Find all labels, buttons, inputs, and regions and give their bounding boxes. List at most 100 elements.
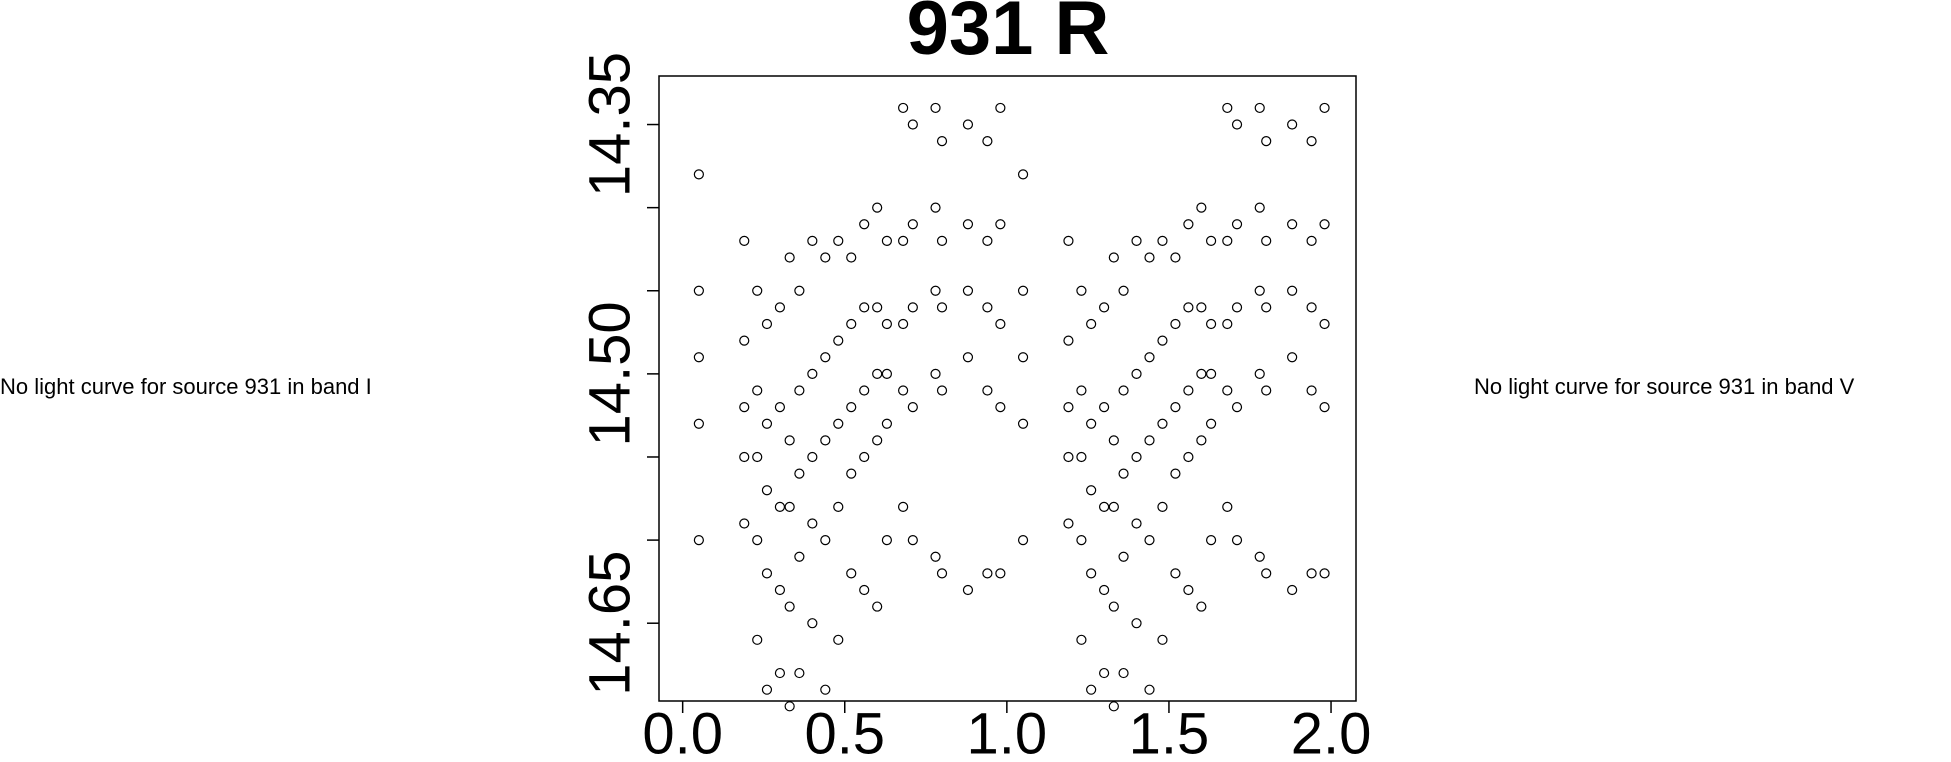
point: [1196, 368, 1207, 379]
point: [1231, 119, 1243, 130]
point: [774, 584, 786, 596]
point: [807, 368, 818, 379]
point: [1170, 318, 1181, 330]
point: [784, 435, 795, 446]
point: [1157, 501, 1168, 512]
point: [1170, 402, 1181, 413]
point: [962, 285, 974, 296]
point: [1183, 302, 1194, 313]
point: [833, 634, 844, 645]
point: [930, 202, 941, 213]
point: [859, 302, 870, 313]
point: [1306, 568, 1317, 579]
point: [1319, 102, 1330, 114]
point: [820, 252, 831, 263]
point: [930, 551, 941, 562]
point: [1205, 235, 1217, 246]
point: [1076, 634, 1087, 645]
point: [872, 302, 883, 313]
point: [1196, 302, 1207, 313]
point: [761, 568, 773, 579]
point: [930, 368, 941, 379]
point: [1131, 518, 1142, 529]
point: [1144, 684, 1155, 695]
point: [1099, 667, 1110, 679]
point: [1261, 136, 1272, 147]
point: [907, 219, 918, 230]
point: [1222, 501, 1233, 512]
x-tick-label: 0.0: [642, 701, 723, 762]
point: [1108, 701, 1119, 712]
point: [794, 551, 805, 562]
point: [1205, 418, 1217, 429]
point: [1063, 518, 1074, 529]
point: [833, 235, 844, 246]
point: [784, 601, 795, 612]
point: [872, 368, 883, 379]
point: [1108, 435, 1119, 446]
point: [962, 119, 974, 130]
point: [1157, 418, 1168, 429]
point: [1319, 568, 1330, 579]
point: [1086, 684, 1097, 695]
right-note: No light curve for source 931 in band V: [1474, 374, 1855, 399]
point: [936, 568, 948, 579]
point: [1144, 252, 1155, 263]
point: [1170, 568, 1181, 579]
point: [930, 285, 941, 296]
point: [1231, 402, 1243, 413]
point: [693, 418, 704, 429]
point: [907, 534, 918, 546]
point: [995, 568, 1006, 579]
point: [820, 534, 831, 546]
point: [752, 451, 763, 463]
point: [872, 601, 883, 612]
point: [1287, 119, 1298, 130]
point: [898, 385, 909, 396]
point: [898, 318, 909, 330]
point: [936, 385, 948, 396]
point: [794, 468, 805, 479]
point: [1231, 534, 1243, 546]
point: [1063, 451, 1074, 463]
point: [982, 385, 993, 396]
point: [995, 402, 1006, 413]
point: [859, 385, 870, 396]
point: [1261, 235, 1272, 246]
point: [1306, 235, 1317, 246]
point: [995, 318, 1006, 330]
point: [872, 202, 883, 213]
point: [1118, 285, 1129, 296]
point: [1157, 634, 1168, 645]
point: [1196, 601, 1207, 612]
point: [872, 435, 883, 446]
point: [774, 302, 786, 313]
point: [1086, 568, 1097, 579]
point: [1196, 435, 1207, 446]
point: [1222, 235, 1233, 246]
point: [881, 235, 893, 246]
point: [761, 318, 773, 330]
point: [752, 285, 763, 296]
x-tick-label: 2.0: [1291, 701, 1372, 762]
point: [833, 418, 844, 429]
point: [833, 501, 844, 512]
point: [1287, 285, 1298, 296]
point: [1076, 385, 1087, 396]
point: [1306, 136, 1317, 147]
point: [820, 352, 831, 363]
point: [1063, 335, 1074, 346]
point: [995, 102, 1006, 114]
point: [693, 352, 704, 363]
point: [1183, 385, 1194, 396]
point: [1017, 285, 1029, 296]
point: [807, 235, 818, 246]
point: [794, 285, 805, 296]
point: [1319, 219, 1330, 230]
point: [995, 219, 1006, 230]
point: [1063, 402, 1074, 413]
point: [752, 634, 763, 645]
point: [1254, 102, 1265, 114]
point: [1131, 368, 1142, 379]
